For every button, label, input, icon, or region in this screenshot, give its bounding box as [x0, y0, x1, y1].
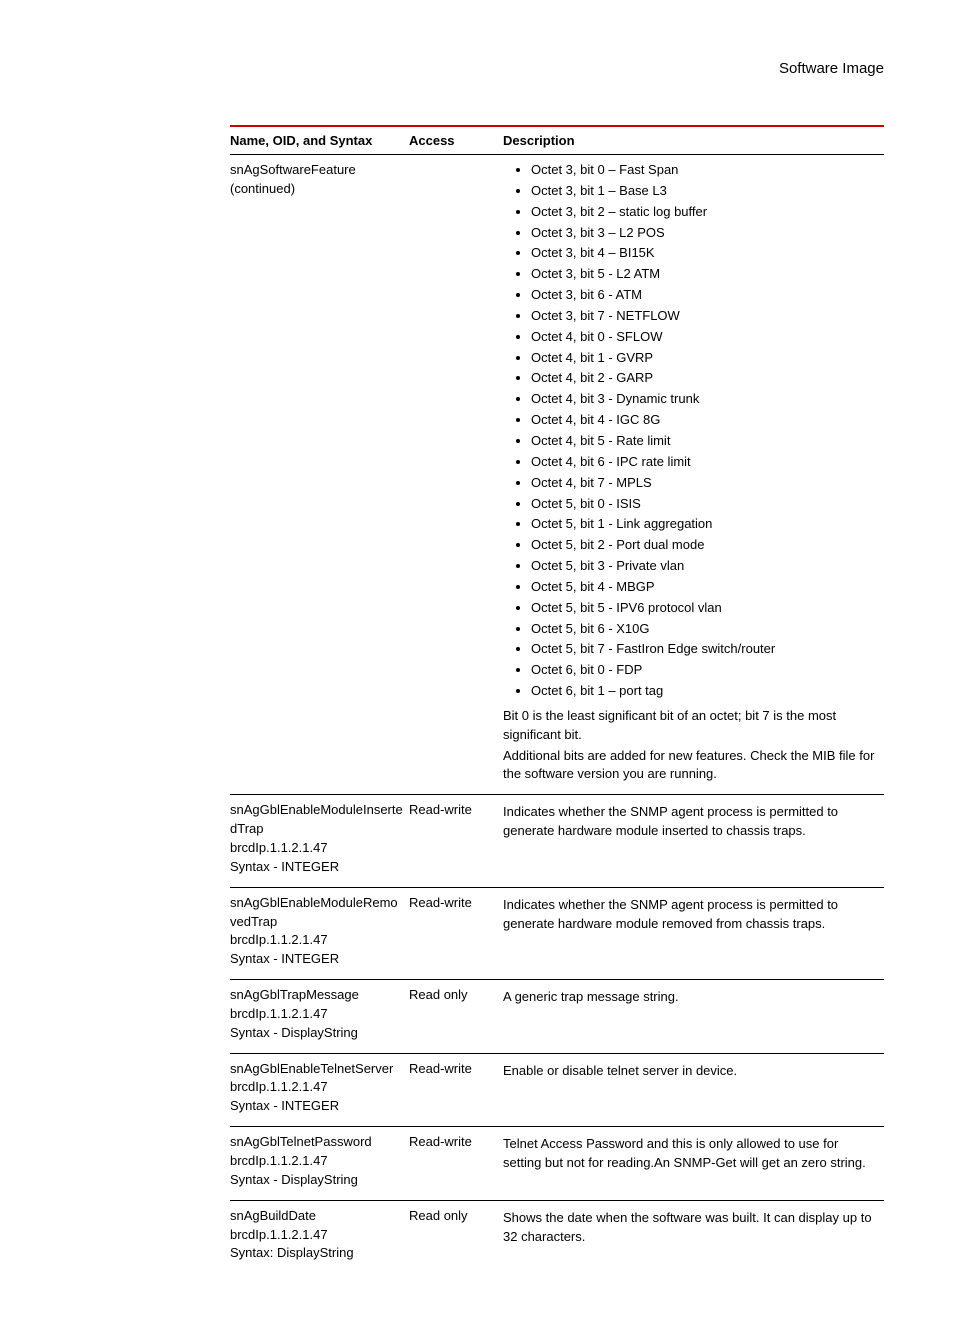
bullet-item: Octet 5, bit 1 - Link aggregation [531, 515, 878, 536]
table-row: snAgGblTelnetPasswordbrcdIp.1.1.2.1.47Sy… [230, 1127, 884, 1201]
bullet-item: Octet 5, bit 6 - X10G [531, 620, 878, 641]
cell-description: A generic trap message string. [503, 980, 884, 1054]
bullet-item: Octet 3, bit 4 – BI15K [531, 244, 878, 265]
bullet-item: Octet 3, bit 0 – Fast Span [531, 161, 878, 182]
cell-name: snAgGblTrapMessagebrcdIp.1.1.2.1.47Synta… [230, 980, 409, 1054]
cell-access: Read-write [409, 887, 503, 979]
bullet-item: Octet 5, bit 7 - FastIron Edge switch/ro… [531, 640, 878, 661]
cell-description: Indicates whether the SNMP agent process… [503, 795, 884, 887]
col-header-description: Description [503, 126, 884, 155]
description-text: A generic trap message string. [503, 988, 878, 1007]
bullet-item: Octet 4, bit 4 - IGC 8G [531, 411, 878, 432]
bullet-item: Octet 3, bit 6 - ATM [531, 286, 878, 307]
cell-name: snAgGblTelnetPasswordbrcdIp.1.1.2.1.47Sy… [230, 1127, 409, 1201]
page: Software Image Name, OID, and Syntax Acc… [0, 0, 954, 1333]
mib-table: Name, OID, and Syntax Access Description… [230, 125, 884, 1273]
description-text: Telnet Access Password and this is only … [503, 1135, 878, 1173]
cell-name: snAgSoftwareFeature(continued) [230, 155, 409, 795]
name-line: brcdIp.1.1.2.1.47 [230, 1005, 403, 1024]
bullet-item: Octet 3, bit 3 – L2 POS [531, 224, 878, 245]
name-line: Syntax - DisplayString [230, 1171, 403, 1190]
name-line: brcdIp.1.1.2.1.47 [230, 839, 403, 858]
bullet-item: Octet 4, bit 5 - Rate limit [531, 432, 878, 453]
name-line: snAgGblEnableTelnetServer [230, 1060, 403, 1079]
description-text: Enable or disable telnet server in devic… [503, 1062, 878, 1081]
bullet-item: Octet 3, bit 2 – static log buffer [531, 203, 878, 224]
description-text: Bit 0 is the least significant bit of an… [503, 707, 878, 745]
bullet-item: Octet 5, bit 0 - ISIS [531, 495, 878, 516]
cell-name: snAgBuildDatebrcdIp.1.1.2.1.47Syntax: Di… [230, 1200, 409, 1273]
table-row: snAgSoftwareFeature(continued) Octet 3, b… [230, 155, 884, 795]
bullet-item: Octet 3, bit 1 – Base L3 [531, 182, 878, 203]
cell-description: Enable or disable telnet server in devic… [503, 1053, 884, 1127]
table-body: snAgSoftwareFeature(continued) Octet 3, b… [230, 155, 884, 1274]
name-line: snAgGblTelnetPassword [230, 1133, 403, 1152]
name-line: Syntax - DisplayString [230, 1024, 403, 1043]
table-row: snAgBuildDatebrcdIp.1.1.2.1.47Syntax: Di… [230, 1200, 884, 1273]
col-header-access: Access [409, 126, 503, 155]
table-row: snAgGblEnableTelnetServerbrcdIp.1.1.2.1.… [230, 1053, 884, 1127]
name-line: Syntax - INTEGER [230, 858, 403, 877]
bullet-item: Octet 5, bit 3 - Private vlan [531, 557, 878, 578]
table-header-row: Name, OID, and Syntax Access Description [230, 126, 884, 155]
bullet-item: Octet 4, bit 2 - GARP [531, 369, 878, 390]
cell-access: Read-write [409, 1053, 503, 1127]
description-text: Indicates whether the SNMP agent process… [503, 896, 878, 934]
name-line: Syntax - INTEGER [230, 1097, 403, 1116]
cell-description: Octet 3, bit 0 – Fast SpanOctet 3, bit 1… [503, 155, 884, 795]
cell-access [409, 155, 503, 795]
cell-name: snAgGblEnableModuleInsertedTrapbrcdIp.1.… [230, 795, 409, 887]
cell-name: snAgGblEnableTelnetServerbrcdIp.1.1.2.1.… [230, 1053, 409, 1127]
cell-name: snAgGblEnableModuleRemovedTrapbrcdIp.1.1… [230, 887, 409, 979]
cell-access: Read only [409, 1200, 503, 1273]
bullet-item: Octet 5, bit 2 - Port dual mode [531, 536, 878, 557]
name-line: Syntax - INTEGER [230, 950, 403, 969]
name-line: Syntax: DisplayString [230, 1244, 403, 1263]
bullet-item: Octet 3, bit 5 - L2 ATM [531, 265, 878, 286]
cell-access: Read only [409, 980, 503, 1054]
cell-access: Read-write [409, 1127, 503, 1201]
bullet-item: Octet 5, bit 4 - MBGP [531, 578, 878, 599]
bullet-item: Octet 4, bit 3 - Dynamic trunk [531, 390, 878, 411]
cell-description: Indicates whether the SNMP agent process… [503, 887, 884, 979]
cell-description: Telnet Access Password and this is only … [503, 1127, 884, 1201]
cell-access: Read-write [409, 795, 503, 887]
name-line: brcdIp.1.1.2.1.47 [230, 931, 403, 950]
cell-description: Shows the date when the software was bui… [503, 1200, 884, 1273]
name-line: snAgGblEnableModuleRemovedTrap [230, 894, 403, 932]
bullet-item: Octet 4, bit 0 - SFLOW [531, 328, 878, 349]
name-line: (continued) [230, 180, 403, 199]
bullet-item: Octet 4, bit 7 - MPLS [531, 474, 878, 495]
bullet-item: Octet 6, bit 0 - FDP [531, 661, 878, 682]
name-line: brcdIp.1.1.2.1.47 [230, 1078, 403, 1097]
description-text: Additional bits are added for new featur… [503, 747, 878, 785]
col-header-name: Name, OID, and Syntax [230, 126, 409, 155]
bullet-item: Octet 6, bit 1 – port tag [531, 682, 878, 703]
bullet-item: Octet 5, bit 5 - IPV6 protocol vlan [531, 599, 878, 620]
table-row: snAgGblTrapMessagebrcdIp.1.1.2.1.47Synta… [230, 980, 884, 1054]
bullet-list: Octet 3, bit 0 – Fast SpanOctet 3, bit 1… [503, 161, 878, 703]
bullet-item: Octet 4, bit 1 - GVRP [531, 349, 878, 370]
name-line: snAgGblTrapMessage [230, 986, 403, 1005]
table-row: snAgGblEnableModuleRemovedTrapbrcdIp.1.1… [230, 887, 884, 979]
name-line: snAgGblEnableModuleInsertedTrap [230, 801, 403, 839]
description-text: Indicates whether the SNMP agent process… [503, 803, 878, 841]
name-line: snAgBuildDate [230, 1207, 403, 1226]
page-title: Software Image [230, 60, 884, 77]
bullet-item: Octet 4, bit 6 - IPC rate limit [531, 453, 878, 474]
table-row: snAgGblEnableModuleInsertedTrapbrcdIp.1.… [230, 795, 884, 887]
description-text: Shows the date when the software was bui… [503, 1209, 878, 1247]
bullet-item: Octet 3, bit 7 - NETFLOW [531, 307, 878, 328]
name-line: snAgSoftwareFeature [230, 161, 403, 180]
name-line: brcdIp.1.1.2.1.47 [230, 1152, 403, 1171]
